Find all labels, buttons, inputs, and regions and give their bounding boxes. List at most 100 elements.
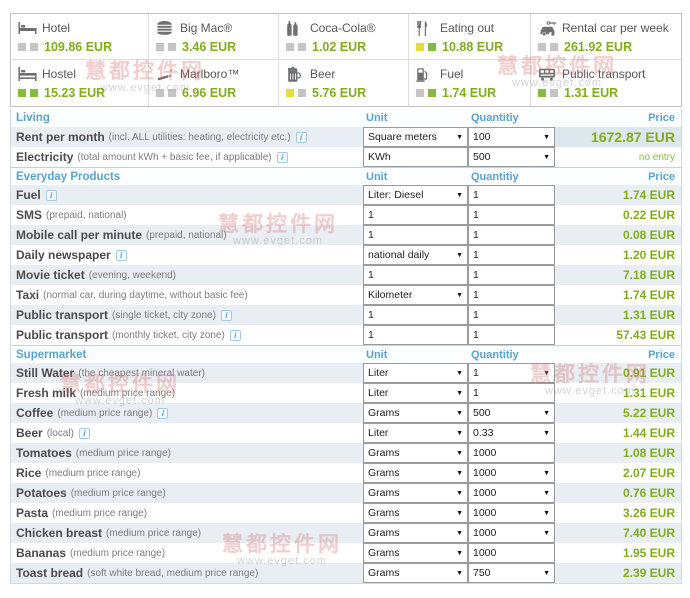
quantity-input[interactable]: 1 <box>468 305 555 325</box>
unit-select[interactable]: Liter: Diesel ▼ <box>363 185 468 205</box>
price-value: 0.08 EUR <box>622 228 675 242</box>
unit-select[interactable]: Grams ▼ <box>363 523 468 543</box>
chevron-down-icon: ▼ <box>543 469 550 477</box>
table-row: Bananas (medium price range) Grams ▼ 1000… <box>11 543 681 563</box>
status-square <box>550 89 558 97</box>
info-icon[interactable]: i <box>115 249 127 261</box>
cost-table: Living Unit Quantitiy Price Rent per mon… <box>10 109 682 584</box>
item-sublabel: (prepaid, national) <box>146 229 227 241</box>
quantity-select[interactable]: 500 ▼ <box>468 147 555 167</box>
fork-knife-icon <box>416 20 440 36</box>
info-icon[interactable]: i <box>157 407 169 419</box>
quantity-input[interactable]: 1000 <box>468 543 555 563</box>
status-square <box>168 89 176 97</box>
item-label: Bananas <box>16 546 67 560</box>
quantity-input[interactable]: 1 <box>468 225 555 245</box>
card-price: 6.96 EUR <box>182 86 237 100</box>
unit-select[interactable]: Grams ▼ <box>363 403 468 423</box>
chevron-down-icon: ▼ <box>456 291 463 299</box>
card-price: 5.76 EUR <box>312 86 367 100</box>
card-big-mac: Big Mac® 3.46 EUR <box>149 14 279 60</box>
price-value: 3.26 EUR <box>622 506 675 520</box>
unit-select[interactable]: Kilometer ▼ <box>363 285 468 305</box>
quantity-select[interactable]: 1000 ▼ <box>468 523 555 543</box>
table-row: Rent per month (incl. ALL utilities: hea… <box>11 127 681 147</box>
quantity-input[interactable]: 1 <box>468 205 555 225</box>
status-square <box>538 43 546 51</box>
card-coca-cola: Coca-Cola® 1.02 EUR <box>279 14 409 60</box>
burger-icon <box>156 21 180 35</box>
price-value: 5.22 EUR <box>622 406 675 420</box>
price-value: 1.31 EUR <box>622 386 675 400</box>
unit-input[interactable]: 1 <box>363 305 468 325</box>
unit-input[interactable]: 1 <box>363 205 468 225</box>
unit-input[interactable]: 1 <box>363 265 468 285</box>
table-row: Chicken breast (medium price range) Gram… <box>11 523 681 543</box>
unit-select[interactable]: Grams ▼ <box>363 463 468 483</box>
quantity-input[interactable]: 1 <box>468 285 555 305</box>
info-icon[interactable]: i <box>276 151 288 163</box>
quantity-select[interactable]: 500 ▼ <box>468 403 555 423</box>
unit-select[interactable]: Liter ▼ <box>363 383 468 403</box>
unit-select[interactable]: Grams ▼ <box>363 543 468 563</box>
quantity-input[interactable]: 1 <box>468 325 555 345</box>
info-icon[interactable]: i <box>229 329 241 341</box>
chevron-down-icon: ▼ <box>456 509 463 517</box>
price-value: 1.74 EUR <box>622 188 675 202</box>
card-label: Big Mac® <box>180 21 233 35</box>
unit-select[interactable]: Liter ▼ <box>363 423 468 443</box>
quantity-input[interactable]: 1 <box>468 245 555 265</box>
chevron-down-icon: ▼ <box>456 409 463 417</box>
quantity-select[interactable]: 1000 ▼ <box>468 503 555 523</box>
quantity-select[interactable]: 1 ▼ <box>468 363 555 383</box>
beer-mug-icon <box>286 66 310 82</box>
card-eating-out: Eating out 10.88 EUR <box>409 14 531 60</box>
cigarette-icon <box>156 68 180 81</box>
quantity-select[interactable]: 750 ▼ <box>468 563 555 583</box>
item-label: Still Water <box>16 366 75 380</box>
card-price: 109.86 EUR <box>44 40 113 54</box>
unit-input[interactable]: 1 <box>363 325 468 345</box>
unit-input[interactable]: KWh <box>363 147 468 167</box>
item-sublabel: (medium price range) <box>57 407 153 419</box>
quantity-select[interactable]: 1000 ▼ <box>468 483 555 503</box>
quantity-input[interactable]: 1 <box>468 383 555 403</box>
chevron-down-icon: ▼ <box>456 469 463 477</box>
status-square <box>428 43 436 51</box>
unit-select[interactable]: Liter ▼ <box>363 363 468 383</box>
section-header-everyday-products: Everyday Products Unit Quantitiy Price <box>11 167 681 185</box>
item-sublabel: (normal car, during daytime, without bas… <box>43 289 248 301</box>
status-square <box>550 43 558 51</box>
quantity-select[interactable]: 100 ▼ <box>468 127 555 147</box>
table-row: Tomatoes (medium price range) Grams ▼ 100… <box>11 443 681 463</box>
info-icon[interactable]: i <box>45 189 57 201</box>
card-label: Public transport <box>562 67 646 81</box>
info-icon[interactable]: i <box>295 131 307 143</box>
unit-select[interactable]: Grams ▼ <box>363 503 468 523</box>
status-square <box>538 89 546 97</box>
unit-select[interactable]: Grams ▼ <box>363 443 468 463</box>
item-sublabel: (prepaid, national) <box>46 209 127 221</box>
quantity-select[interactable]: 0.33 ▼ <box>468 423 555 443</box>
section-header-supermarket: Supermarket Unit Quantitiy Price <box>11 345 681 363</box>
info-icon[interactable]: i <box>78 427 90 439</box>
info-icon[interactable]: i <box>220 309 232 321</box>
item-label: Daily newspaper <box>16 248 111 262</box>
unit-input[interactable]: 1 <box>363 225 468 245</box>
unit-select[interactable]: national daily ▼ <box>363 245 468 265</box>
status-square <box>416 89 424 97</box>
unit-select[interactable]: Square meters ▼ <box>363 127 468 147</box>
unit-select[interactable]: Grams ▼ <box>363 483 468 503</box>
item-sublabel: (medium price range) <box>70 547 166 559</box>
quantity-input[interactable]: 1000 <box>468 443 555 463</box>
price-value: 1.31 EUR <box>622 308 675 322</box>
quantity-select[interactable]: 1000 ▼ <box>468 463 555 483</box>
quantity-input[interactable]: 1 <box>468 265 555 285</box>
card-label: Coca-Cola® <box>310 21 376 35</box>
unit-select[interactable]: Grams ▼ <box>363 563 468 583</box>
quantity-input[interactable]: 1 <box>468 185 555 205</box>
status-square <box>30 43 38 51</box>
item-sublabel: (single ticket, city zone) <box>112 309 216 321</box>
car-key-icon <box>538 20 562 36</box>
chevron-down-icon: ▼ <box>456 133 463 141</box>
